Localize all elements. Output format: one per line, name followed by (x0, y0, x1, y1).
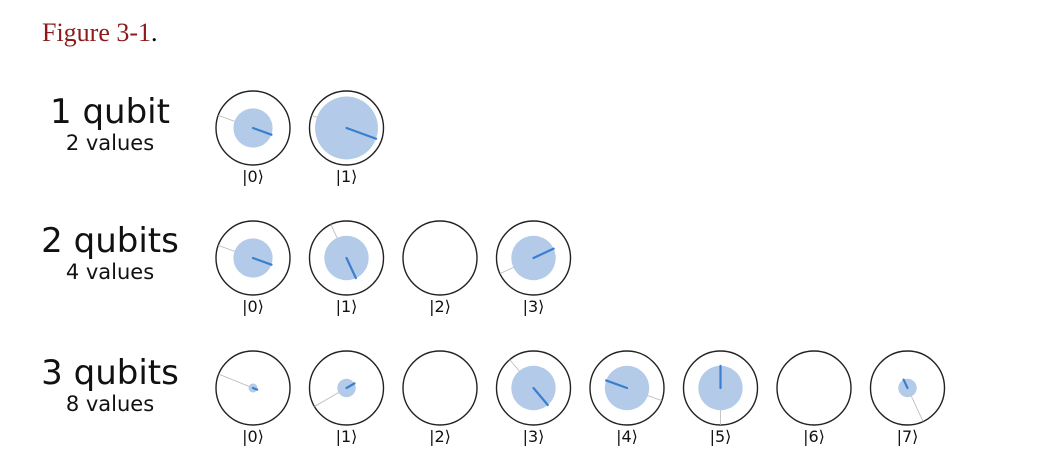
figure-ref: Figure 3-1 (42, 18, 152, 47)
row3-state-6-ring (776, 350, 852, 426)
figure-caption: Figure 3-1. (42, 18, 158, 48)
row1-state-1-phase-line (345, 126, 378, 140)
row2-state-1-ring (308, 220, 385, 296)
row3-state-7-phase-line (902, 378, 909, 390)
row3-state-3-ring (495, 350, 572, 426)
row2-state-2-label: |2⟩ (429, 297, 451, 316)
row-title-1-sub: 2 values (65, 131, 155, 155)
row1-state-0-phase-line (251, 126, 273, 136)
row3-state-0-phase-line (251, 386, 259, 391)
row1-state-1-ring (308, 90, 385, 166)
row-title-3-sub: 8 values (65, 392, 155, 416)
row-title-3: 3 qubits 8 values (30, 354, 190, 416)
row2-state-1-label: |1⟩ (336, 297, 358, 316)
row3-state-5-label: |5⟩ (710, 427, 732, 446)
row2-state-2-ring (402, 220, 478, 296)
row2-state-3-phase-line (532, 247, 555, 260)
row2-state-1-phase-line (345, 256, 357, 280)
row3-state-4-label: |4⟩ (616, 427, 638, 446)
row-title-1-main: 1 qubit (50, 92, 170, 132)
row-title-2: 2 qubits 4 values (30, 222, 190, 284)
caption-punct: . (151, 18, 158, 47)
row3-state-0-ring (215, 350, 291, 426)
row3-state-3-label: |3⟩ (523, 427, 545, 446)
row1-state-0-ring (215, 90, 291, 166)
row-title-3-main: 3 qubits (41, 353, 179, 393)
row3-state-6-label: |6⟩ (803, 427, 825, 446)
row2-state-3-label: |3⟩ (523, 297, 545, 316)
row3-state-0-guide-line (218, 373, 254, 389)
row3-state-4-ring (589, 350, 665, 426)
row3-state-1-phase-line (345, 382, 356, 390)
row-title-2-main: 2 qubits (41, 221, 179, 261)
row3-state-7-label: |7⟩ (897, 427, 919, 446)
row2-state-3-ring (495, 220, 572, 296)
row3-state-2-label: |2⟩ (429, 427, 451, 446)
row2-state-0-label: |0⟩ (242, 297, 264, 316)
row2-state-0-ring (215, 220, 291, 296)
row-title-1: 1 qubit 2 values (30, 93, 190, 155)
row3-state-0-label: |0⟩ (242, 427, 264, 446)
row-title-2-sub: 4 values (65, 260, 155, 284)
row3-state-7-ring (869, 350, 946, 426)
row3-state-1-ring (308, 350, 385, 426)
row2-state-0-phase-line (251, 256, 273, 266)
row3-state-1-label: |1⟩ (336, 427, 358, 446)
row3-state-2-ring (402, 350, 478, 426)
row1-state-1-label: |1⟩ (336, 167, 358, 186)
row3-state-3-phase-line (532, 386, 549, 407)
row3-state-4-phase-line (605, 379, 629, 390)
row1-state-0-label: |0⟩ (242, 167, 264, 186)
